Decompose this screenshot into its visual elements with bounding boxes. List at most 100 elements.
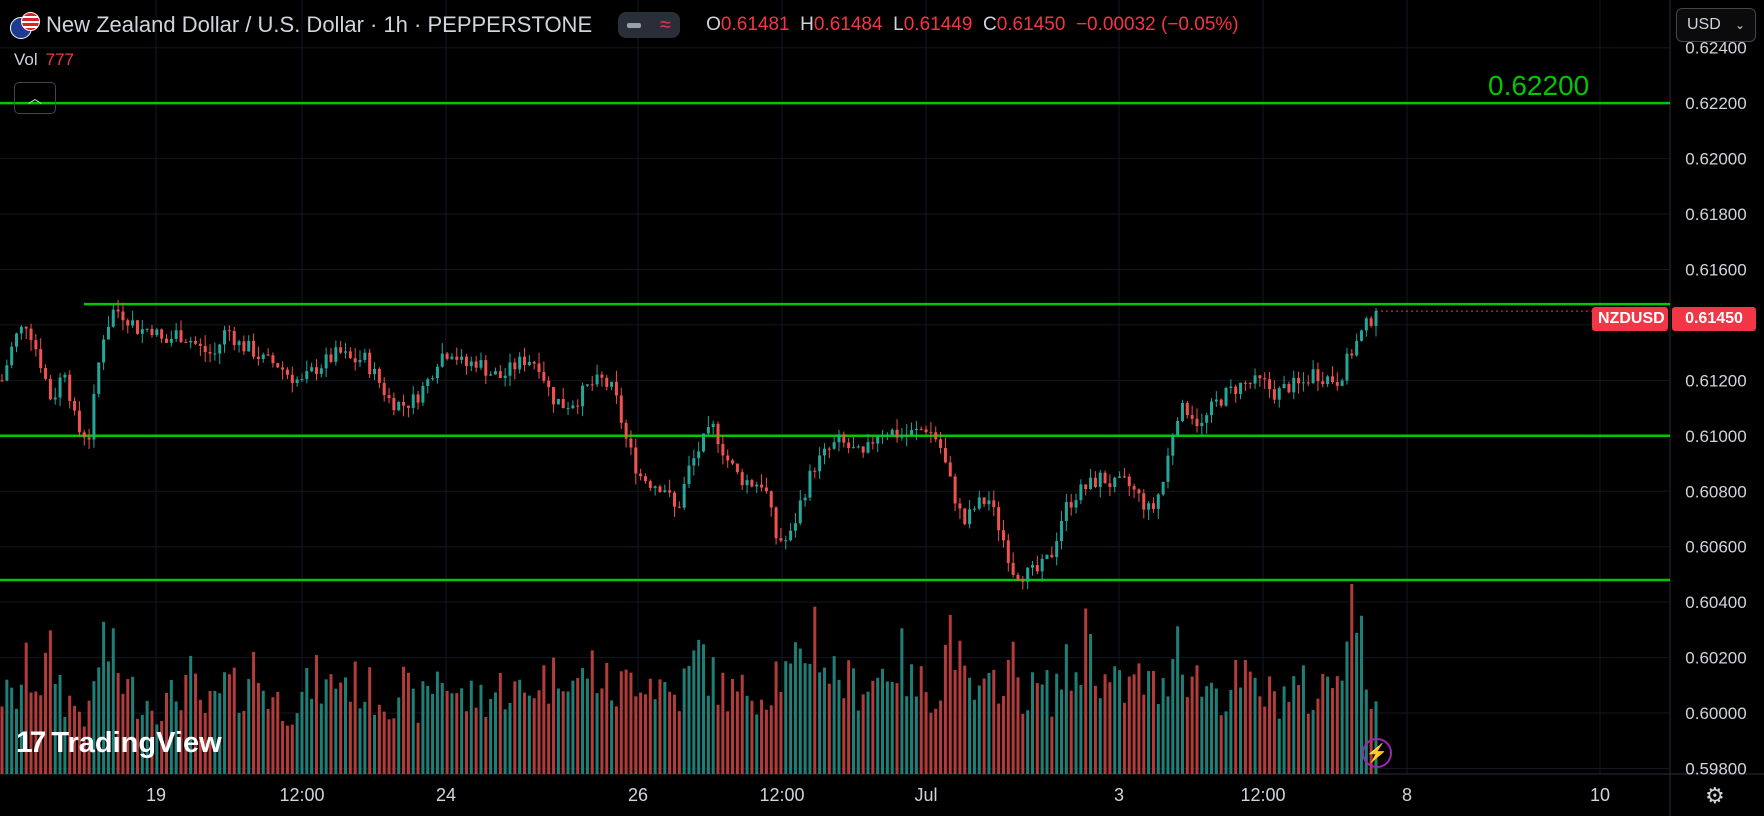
candle-body bbox=[39, 349, 43, 369]
volume-bar bbox=[798, 648, 802, 774]
tradingview-logo[interactable]: 17 TradingView bbox=[16, 726, 222, 760]
price-axis[interactable]: 0.624000.622000.620000.618000.616000.614… bbox=[1685, 39, 1746, 779]
volume-bar bbox=[1205, 686, 1209, 774]
candlesticks[interactable] bbox=[0, 299, 1378, 590]
candle-body bbox=[48, 378, 52, 400]
symbol-title[interactable]: New Zealand Dollar / U.S. Dollar · 1h · … bbox=[46, 12, 593, 37]
price-tick-label: 0.62200 bbox=[1685, 94, 1746, 113]
volume-bar bbox=[392, 718, 396, 774]
volume-bar bbox=[755, 714, 759, 774]
candle-body bbox=[213, 353, 217, 355]
volume-bar bbox=[919, 666, 923, 774]
volume-bar bbox=[377, 704, 381, 774]
price-tick-label: 0.59800 bbox=[1685, 759, 1746, 778]
volume-bar bbox=[1243, 659, 1247, 774]
candle-body bbox=[1180, 402, 1184, 421]
volume-bar bbox=[885, 681, 889, 774]
volume-bar bbox=[750, 700, 754, 774]
time-tick-label: 12:00 bbox=[279, 785, 324, 805]
volume-bar bbox=[160, 721, 164, 774]
volume-bar bbox=[1316, 698, 1320, 774]
volume-bar bbox=[629, 672, 633, 774]
volume-bar bbox=[1282, 686, 1286, 774]
volume-bar bbox=[682, 668, 686, 774]
candle-body bbox=[1142, 493, 1146, 510]
volume-bar bbox=[600, 688, 604, 774]
volume-bar bbox=[469, 680, 473, 774]
candle-body bbox=[905, 434, 909, 437]
candle-body bbox=[402, 401, 406, 406]
candle-body bbox=[881, 435, 885, 437]
candle-body bbox=[813, 470, 817, 472]
candle-body bbox=[140, 329, 144, 334]
chevron-up-icon[interactable]: ︿ bbox=[14, 82, 56, 114]
volume-bar bbox=[547, 703, 551, 774]
volume-bar bbox=[784, 661, 788, 774]
candle-body bbox=[440, 353, 444, 367]
candle-body bbox=[1200, 422, 1204, 427]
currency-select[interactable]: USD ⌄ bbox=[1676, 8, 1756, 42]
candle-body bbox=[271, 355, 275, 364]
volume-bar bbox=[1001, 695, 1005, 774]
close-label: C bbox=[982, 14, 997, 35]
volume-bar bbox=[914, 696, 918, 774]
indicator-toggle-icon[interactable]: ≈ bbox=[618, 12, 681, 38]
candle-body bbox=[803, 497, 807, 501]
volume-bar bbox=[905, 696, 909, 774]
price-tick-label: 0.60400 bbox=[1685, 593, 1746, 612]
volume-bar bbox=[895, 683, 899, 774]
volume-bar bbox=[1031, 672, 1034, 774]
volume-bar bbox=[851, 668, 855, 774]
volume-bar bbox=[145, 700, 149, 774]
candle-body bbox=[1001, 530, 1005, 541]
candle-body bbox=[382, 382, 386, 396]
candle-body bbox=[1118, 476, 1122, 478]
candle-body bbox=[179, 330, 183, 343]
candle-body bbox=[1060, 520, 1064, 542]
volume-bar bbox=[1195, 665, 1199, 774]
volume-bar bbox=[1074, 672, 1078, 774]
candle-body bbox=[590, 384, 594, 386]
candle-body bbox=[731, 460, 735, 464]
candle-body bbox=[111, 309, 115, 327]
candle-body bbox=[1190, 415, 1194, 419]
candle-body bbox=[1297, 377, 1301, 384]
candle-body bbox=[285, 369, 289, 375]
candle-body bbox=[44, 368, 48, 379]
horizontal-levels[interactable] bbox=[0, 101, 1670, 582]
time-axis[interactable]: 19 12:00 24 26 12:00 Jul 3 12:00 8 10 bbox=[146, 785, 1610, 805]
volume-bar bbox=[1089, 633, 1093, 774]
candle-body bbox=[1064, 502, 1068, 521]
gear-icon[interactable]: ⚙ bbox=[1705, 783, 1725, 808]
volume-bar bbox=[232, 667, 236, 774]
candle-body bbox=[885, 435, 889, 437]
volume-bar bbox=[140, 714, 144, 774]
candle-body bbox=[982, 497, 986, 505]
lightning-icon[interactable]: ⚡ bbox=[1362, 738, 1392, 768]
candle-body bbox=[561, 398, 565, 409]
candle-body bbox=[194, 340, 198, 344]
candle-body bbox=[953, 476, 957, 504]
candle-body bbox=[518, 356, 522, 370]
candle-body bbox=[735, 463, 739, 473]
volume-bar bbox=[561, 691, 565, 774]
volume-bar bbox=[1093, 685, 1097, 774]
volume-bar bbox=[310, 698, 314, 774]
volume-bar bbox=[1171, 658, 1175, 774]
symbol-legend: New Zealand Dollar / U.S. Dollar · 1h · … bbox=[10, 10, 1239, 40]
volume-bar bbox=[1248, 671, 1252, 774]
volume-bar bbox=[648, 678, 652, 774]
candle-body bbox=[871, 442, 875, 444]
candle-body bbox=[406, 405, 410, 408]
candle-body bbox=[295, 379, 299, 384]
volume-bar bbox=[1340, 680, 1344, 774]
candle-body bbox=[1340, 380, 1344, 386]
volume-bar bbox=[339, 682, 343, 774]
candle-body bbox=[610, 381, 614, 387]
candle-body bbox=[329, 354, 333, 362]
volume-bar bbox=[1040, 684, 1044, 774]
volume-bar bbox=[1268, 676, 1272, 774]
candle-body bbox=[169, 338, 173, 343]
open-value: 0.61481 bbox=[720, 14, 790, 35]
